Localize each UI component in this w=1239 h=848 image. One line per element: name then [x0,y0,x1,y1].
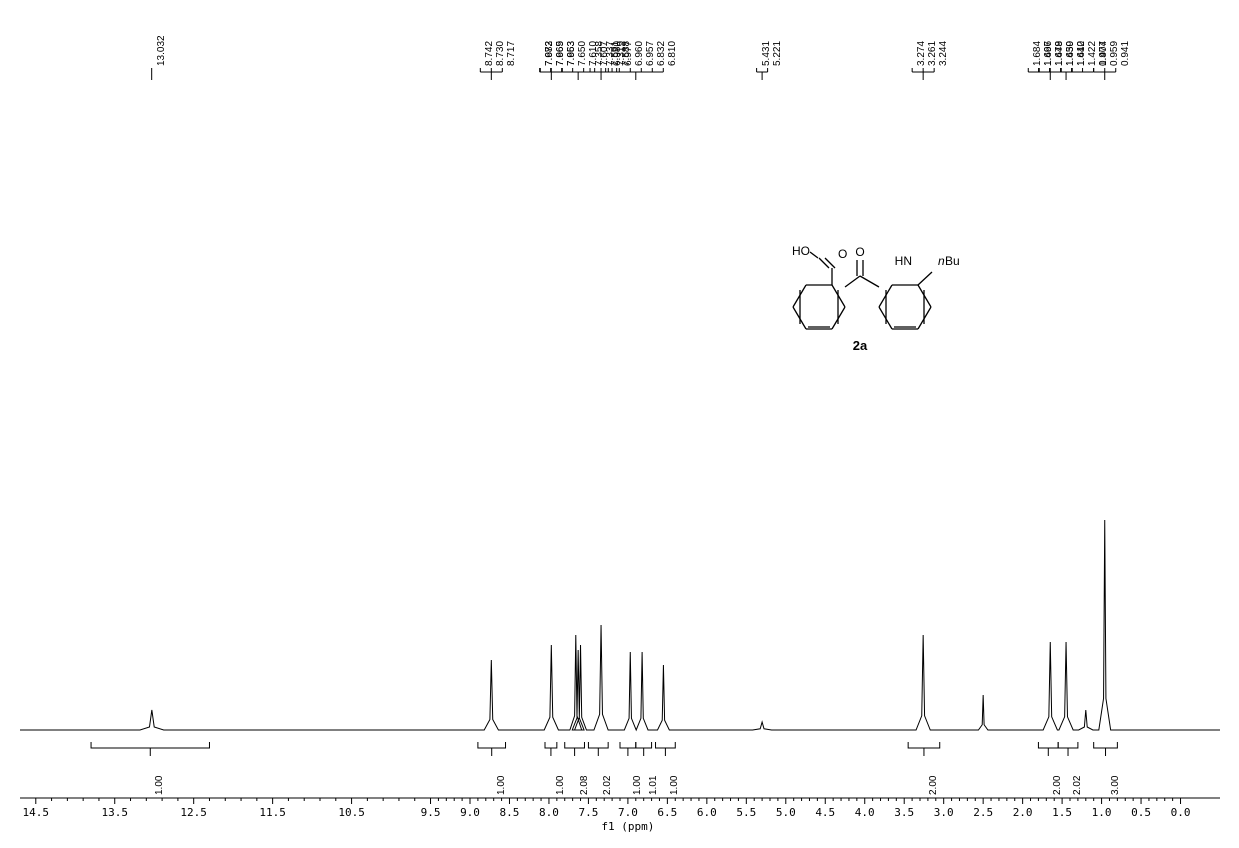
x-tick-label: 13.5 [101,806,128,819]
x-tick-label: 1.5 [1052,806,1072,819]
x-tick-label: 4.0 [855,806,875,819]
molecule-structure: O HO O HN nBu 2a [792,244,960,353]
x-tick-label: 1.0 [1092,806,1112,819]
x-tick-label: 2.5 [973,806,993,819]
molecule-atom-label: O [838,247,847,261]
x-tick-label: 10.5 [338,806,365,819]
spectrum-trace [20,520,1220,730]
integral-bracket [656,742,676,748]
integral-bracket [565,742,585,748]
integral-bracket [1038,742,1058,748]
integral-bracket [620,742,636,748]
x-tick-label: 12.5 [180,806,207,819]
x-tick-label: 5.0 [776,806,796,819]
nmr-spectrum-container: 14.5 13.5 12.5 11.5 10.5 9.5 9.0 8.5 8.0 7.5 7.0 6.… [0,0,1239,848]
x-tick-label: 3.5 [894,806,914,819]
x-tick-label: 7.5 [578,806,598,819]
x-tick-label: 8.5 [500,806,520,819]
x-tick-label: 0.0 [1171,806,1191,819]
x-tick-label: 7.0 [618,806,638,819]
x-tick-label: 2.0 [1013,806,1033,819]
integral-bracket [91,742,209,748]
x-tick-label: 9.5 [421,806,441,819]
x-tick-label: 0.5 [1131,806,1151,819]
x-tick-label: 6.5 [657,806,677,819]
x-axis-title: f1 (ppm) [601,820,654,833]
x-tick-label: 14.5 [23,806,50,819]
molecule-atom-label: n [938,254,945,268]
integral-bracket [1094,742,1118,748]
integral-bracket [545,742,557,748]
x-tick-label: 6.0 [697,806,717,819]
x-tick-label: 4.5 [815,806,835,819]
molecule-atom-label: HO [792,244,810,258]
spectrum-svg: 14.5 13.5 12.5 11.5 10.5 9.5 9.0 8.5 8.0 7.5 7.0 6.… [0,0,1239,848]
molecule-atom-label: HN [895,254,912,268]
x-tick-label: 11.5 [259,806,286,819]
integral-bracket [1058,742,1078,748]
compound-label: 2a [853,338,868,353]
molecule-atom-label: Bu [945,254,960,268]
x-tick-label: 8.0 [539,806,559,819]
x-tick-label: 5.5 [736,806,756,819]
x-tick-label: 9.0 [460,806,480,819]
x-tick-label: 3.0 [934,806,954,819]
integral-bracket [908,742,940,748]
molecule-atom-label: O [855,245,864,259]
integral-bracket [478,742,506,748]
integral-bracket [636,742,652,748]
integral-bracket [588,742,608,748]
